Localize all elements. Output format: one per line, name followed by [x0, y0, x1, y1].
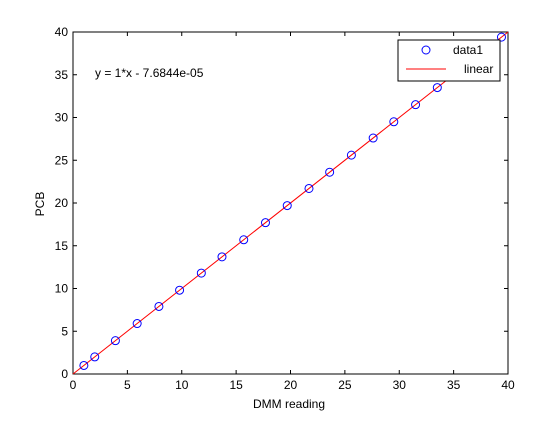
y-tick-label: 25: [55, 153, 69, 167]
y-tick-label: 15: [55, 239, 69, 253]
legend-marker-data1: [421, 45, 431, 55]
y-tick-label: 10: [55, 282, 69, 296]
y-tick-label: 5: [61, 324, 68, 338]
data-point: [260, 218, 270, 228]
data-point: [175, 285, 185, 295]
data-point: [411, 100, 421, 110]
data-point: [432, 83, 442, 93]
x-tick-label: 10: [175, 378, 189, 392]
data-points-layer: [79, 32, 506, 370]
y-tick-label: 30: [55, 111, 69, 125]
data-point: [132, 319, 142, 329]
y-tick-label: 40: [55, 25, 69, 39]
data-point: [389, 117, 399, 127]
x-tick-label: 30: [393, 378, 407, 392]
x-axis-label: DMM reading: [253, 397, 325, 411]
data-point: [346, 150, 356, 160]
legend: data1 linear: [397, 39, 501, 82]
legend-label-data1: data1: [453, 43, 483, 57]
legend-label-linear: linear: [464, 62, 493, 76]
axis-ticks: 0 5 10 15 20 25 30 35 40 0 5 10 15 20 25 30 35 40: [55, 25, 515, 392]
data-point: [325, 167, 335, 177]
data-point: [368, 133, 378, 143]
y-tick-label: 20: [55, 196, 69, 210]
data-point: [79, 360, 89, 370]
legend-box: [397, 39, 501, 82]
data-point: [90, 352, 100, 362]
data-point: [196, 268, 206, 278]
x-tick-label: 5: [124, 378, 131, 392]
y-tick-label: 0: [61, 367, 68, 381]
x-tick-label: 20: [284, 378, 298, 392]
data-point: [304, 183, 314, 193]
x-tick-label: 40: [501, 378, 515, 392]
data-point: [496, 32, 506, 42]
data-point: [239, 235, 249, 245]
x-tick-label: 15: [229, 378, 243, 392]
fit-equation-annotation: y = 1*x - 7.6844e-05: [95, 66, 204, 80]
y-tick-label: 35: [55, 68, 69, 82]
x-tick-label: 25: [338, 378, 352, 392]
data-point: [217, 252, 227, 262]
data-point: [154, 301, 164, 311]
x-tick-label: 0: [70, 378, 77, 392]
data-point: [110, 336, 120, 346]
y-axis-label: PCB: [33, 192, 47, 217]
data-point: [282, 201, 292, 211]
x-tick-label: 35: [447, 378, 461, 392]
